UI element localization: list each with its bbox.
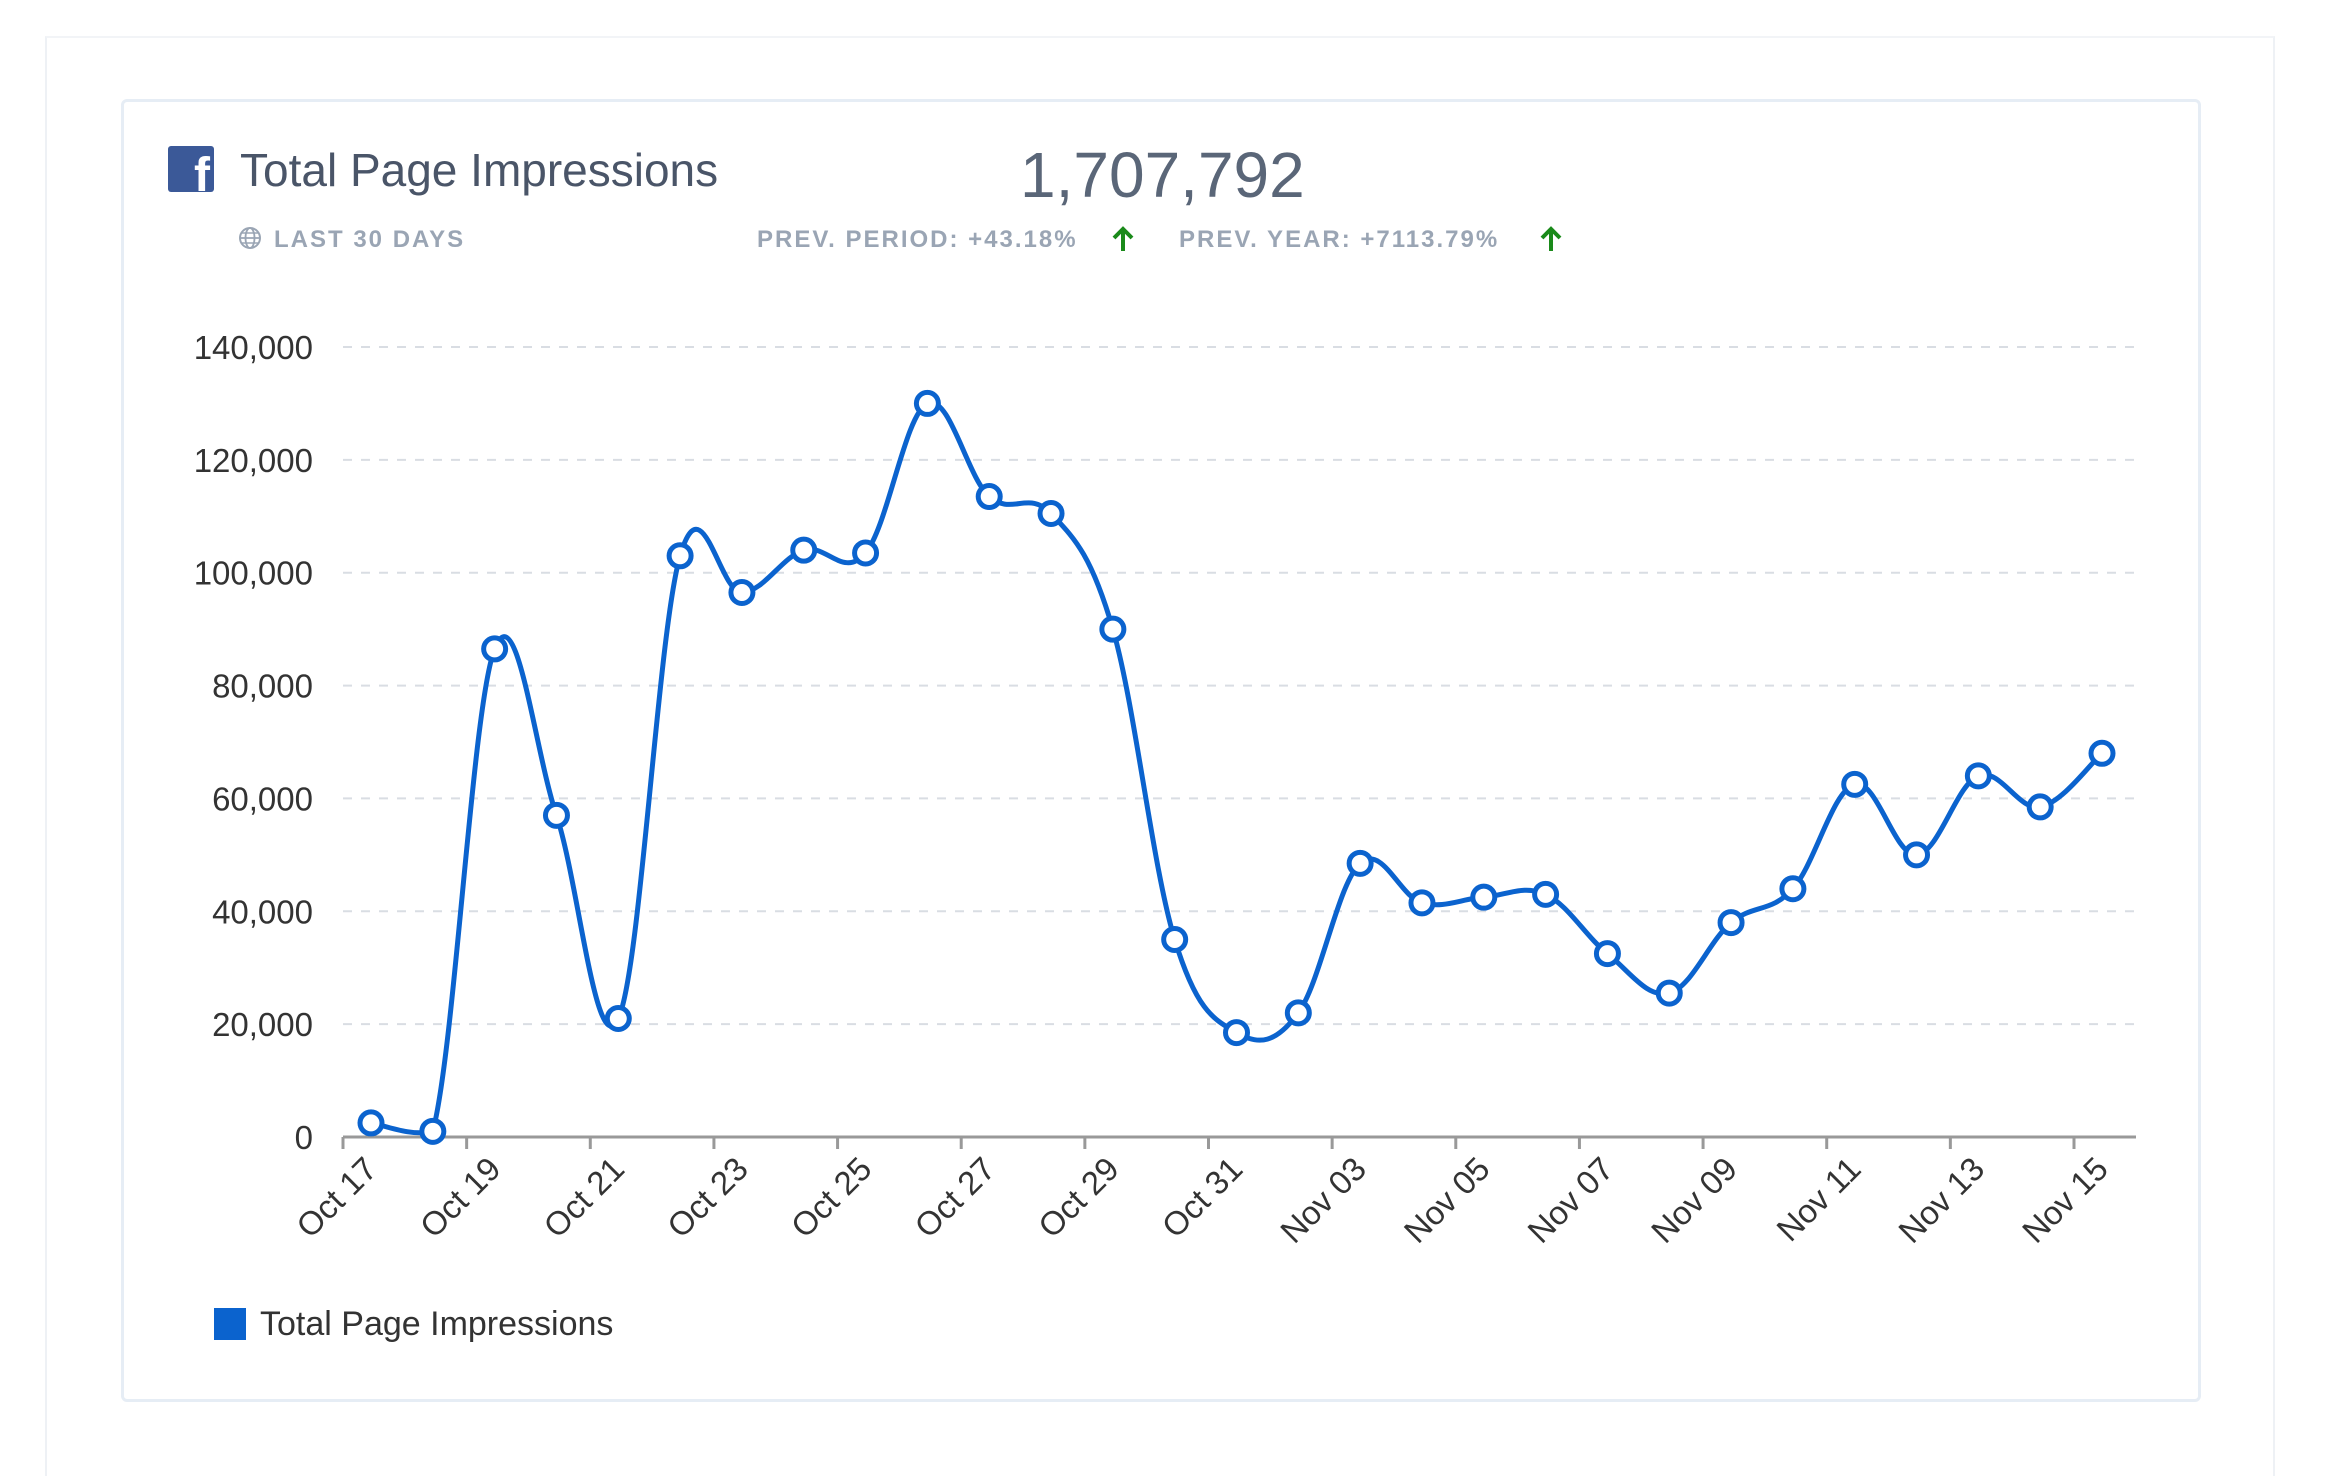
facebook-icon: f (168, 146, 214, 192)
y-tick-label: 120,000 (194, 442, 313, 479)
prev-period-label: PREV. PERIOD: +43.18% (757, 226, 1078, 253)
period-label: LAST 30 DAYS (274, 226, 466, 253)
x-tick-label: Nov 07 (1520, 1150, 1620, 1250)
data-point[interactable] (852, 539, 880, 567)
total-value: 1,707,792 (1020, 139, 1305, 211)
data-point[interactable] (357, 1109, 385, 1137)
data-point[interactable] (1964, 762, 1992, 790)
data-point[interactable] (1532, 880, 1560, 908)
globe-icon (239, 227, 261, 249)
card-title: Total Page Impressions (240, 144, 719, 196)
y-tick-label: 40,000 (212, 893, 313, 930)
x-tick-label: Nov 05 (1397, 1150, 1497, 1250)
x-tick-label: Oct 31 (1155, 1150, 1250, 1245)
legend-label[interactable]: Total Page Impressions (260, 1305, 614, 1343)
x-tick-label: Oct 17 (289, 1150, 384, 1245)
x-tick-label: Oct 23 (660, 1150, 755, 1245)
data-point[interactable] (1593, 940, 1621, 968)
data-point[interactable] (2026, 793, 2054, 821)
data-point[interactable] (1655, 979, 1683, 1007)
legend-swatch[interactable] (214, 1308, 246, 1340)
x-tick-label: Oct 27 (907, 1150, 1002, 1245)
y-tick-label: 0 (295, 1119, 313, 1156)
y-tick-label: 20,000 (212, 1006, 313, 1043)
arrow-up-icon (1540, 226, 1562, 251)
x-tick-label: Oct 21 (536, 1150, 631, 1245)
data-point[interactable] (1346, 849, 1374, 877)
y-tick-label: 100,000 (194, 555, 313, 592)
data-point[interactable] (1841, 770, 1869, 798)
arrow-up-icon (1112, 226, 1134, 251)
data-point[interactable] (1903, 841, 1931, 869)
data-point[interactable] (542, 801, 570, 829)
x-tick-label: Nov 09 (1644, 1150, 1744, 1250)
data-point[interactable] (666, 542, 694, 570)
data-point[interactable] (1779, 875, 1807, 903)
data-point[interactable] (1717, 909, 1745, 937)
data-point[interactable] (1161, 926, 1189, 953)
x-tick-label: Nov 13 (1891, 1150, 1991, 1250)
x-tick-label: Nov 03 (1273, 1150, 1373, 1250)
y-tick-label: 80,000 (212, 668, 313, 705)
x-tick-label: Nov 15 (2015, 1150, 2115, 1250)
y-tick-label: 60,000 (212, 780, 313, 817)
data-point[interactable] (728, 578, 756, 606)
data-point[interactable] (1284, 999, 1312, 1027)
prev-year-label: PREV. YEAR: +7113.79% (1179, 226, 1500, 253)
data-point[interactable] (2088, 739, 2116, 767)
data-point[interactable] (1408, 889, 1436, 917)
outer-panel (45, 36, 2275, 1476)
data-point[interactable] (790, 536, 818, 564)
data-point[interactable] (604, 1005, 632, 1032)
data-point[interactable] (481, 635, 509, 663)
data-point[interactable] (1099, 615, 1127, 643)
data-point[interactable] (1470, 883, 1498, 911)
x-tick-label: Oct 29 (1031, 1150, 1126, 1245)
chart-card (121, 99, 2201, 1402)
data-point[interactable] (1223, 1019, 1250, 1047)
x-tick-label: Oct 25 (784, 1150, 879, 1245)
x-tick-label: Oct 19 (413, 1150, 508, 1245)
data-point[interactable] (1037, 499, 1065, 527)
data-point[interactable] (975, 483, 1003, 511)
data-point[interactable] (913, 389, 941, 417)
x-tick-label: Nov 11 (1769, 1150, 1867, 1248)
y-tick-label: 140,000 (194, 329, 313, 366)
data-point[interactable] (419, 1117, 447, 1145)
